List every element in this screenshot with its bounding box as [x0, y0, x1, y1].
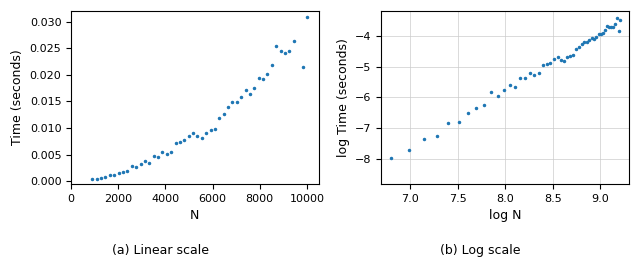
Y-axis label: log Time (seconds): log Time (seconds) — [337, 38, 349, 157]
Text: (b) Log scale: (b) Log scale — [440, 244, 520, 257]
X-axis label: log N: log N — [489, 209, 522, 222]
Text: (a) Linear scale: (a) Linear scale — [111, 244, 209, 257]
Y-axis label: Time (seconds): Time (seconds) — [11, 50, 24, 145]
X-axis label: N: N — [190, 209, 200, 222]
